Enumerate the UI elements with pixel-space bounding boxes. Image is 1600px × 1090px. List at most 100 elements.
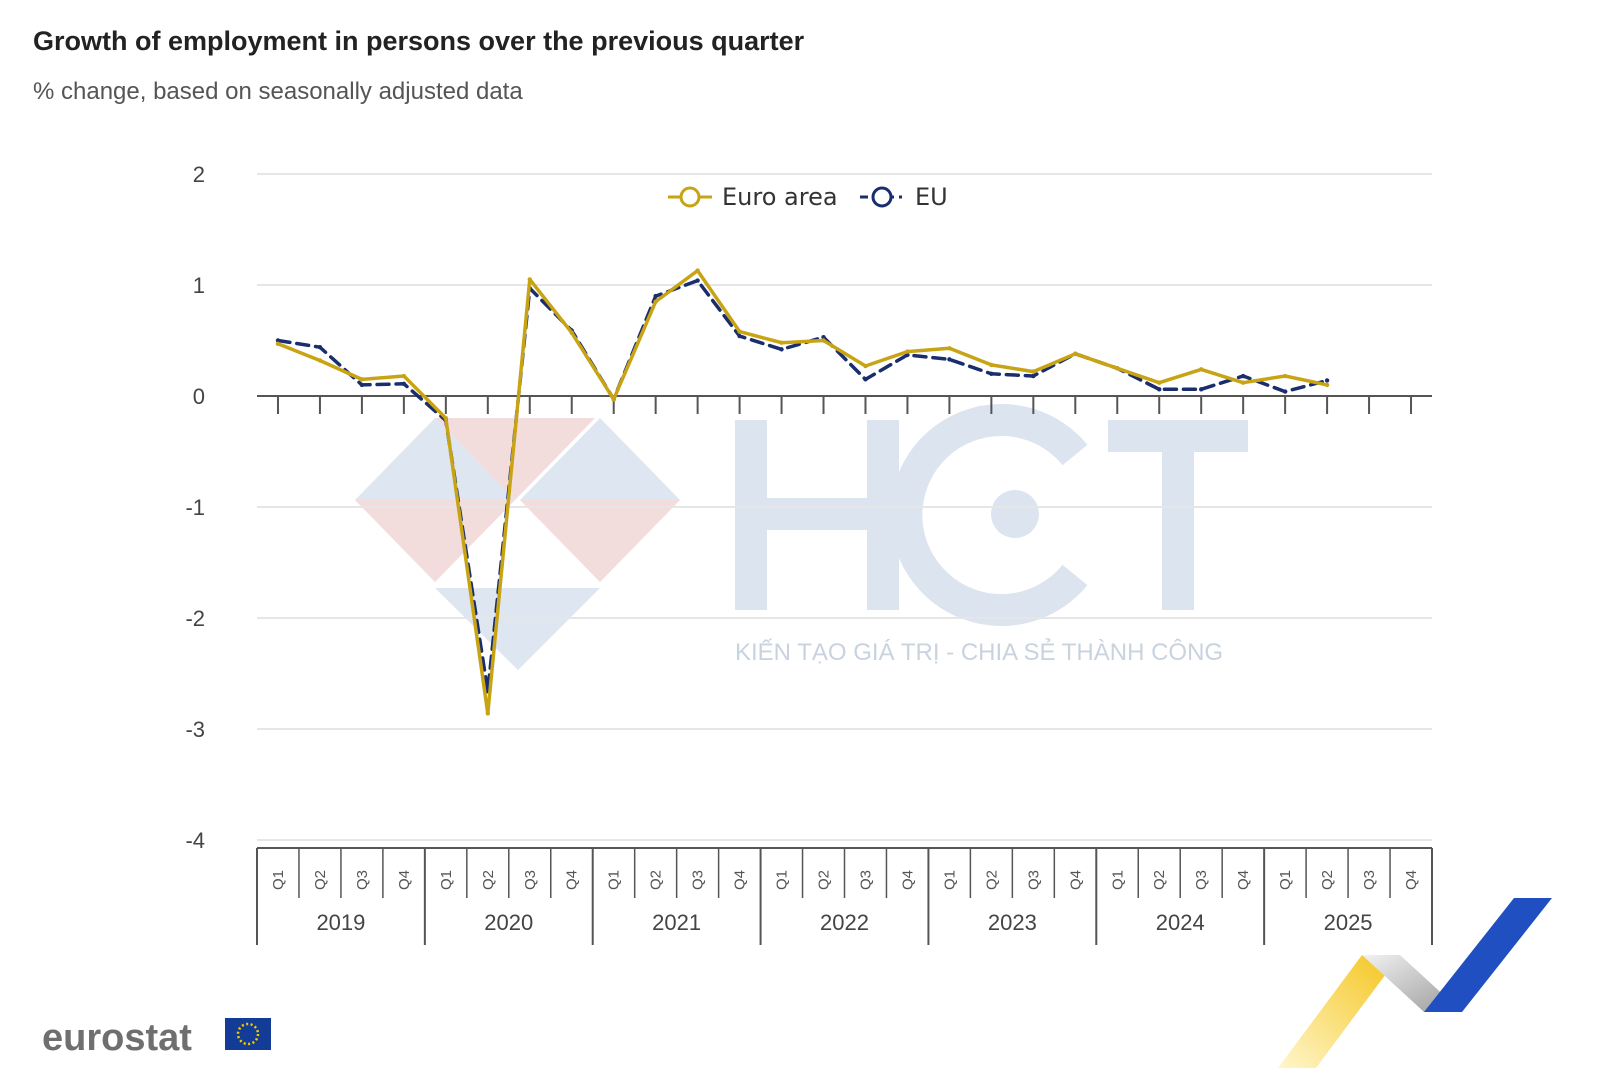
y-tick-label: 1	[193, 273, 205, 298]
quarter-label: Q3	[857, 870, 874, 890]
data-point-eu	[947, 357, 952, 362]
legend-item-euro-area[interactable]: Euro area	[668, 183, 838, 211]
data-point-euro-area	[989, 362, 994, 368]
quarter-label: Q3	[690, 870, 707, 890]
data-point-euro-area	[947, 346, 952, 351]
legend-marker-euro-area-icon	[679, 186, 701, 208]
quarter-label: Q2	[983, 870, 1000, 890]
quarter-label: Q2	[1319, 870, 1336, 890]
data-point-euro-area	[695, 268, 700, 273]
legend-item-eu[interactable]: EU	[860, 183, 948, 211]
data-point-eu	[989, 371, 994, 376]
y-tick-label: -3	[185, 717, 205, 742]
data-point-eu	[1031, 373, 1036, 379]
y-tick-label: 0	[193, 384, 205, 409]
data-point-eu	[401, 381, 407, 386]
quarter-label: Q1	[606, 870, 623, 890]
data-point-euro-area	[653, 299, 658, 304]
year-label: 2022	[820, 910, 869, 935]
eurostat-logo-text: eurostat	[42, 1017, 192, 1059]
data-point-eu	[1240, 373, 1246, 379]
quarter-label: Q2	[1151, 870, 1168, 890]
quarter-label: Q4	[564, 870, 581, 890]
quarter-label: Q2	[312, 870, 329, 890]
data-point-eu	[275, 338, 281, 343]
quarter-label: Q4	[732, 870, 749, 890]
quarter-label: Q3	[1193, 870, 1210, 890]
data-point-eu	[737, 333, 742, 339]
data-point-euro-area	[1073, 351, 1078, 357]
quarter-label: Q2	[648, 870, 665, 890]
watermark-diamond-icon	[355, 418, 680, 670]
year-label: 2019	[316, 910, 365, 935]
data-point-euro-area	[1115, 366, 1120, 371]
quarter-label: Q4	[1067, 870, 1084, 890]
quarter-label: Q1	[941, 870, 958, 890]
gridlines	[257, 173, 1432, 841]
data-point-eu	[905, 352, 910, 358]
series-layer	[275, 268, 1330, 716]
quarter-label: Q4	[1403, 870, 1420, 890]
quarter-label: Q4	[396, 870, 413, 890]
year-label: 2024	[1156, 910, 1205, 935]
data-point-euro-area	[275, 341, 281, 347]
decorative-ribbon-icon	[1278, 898, 1552, 1068]
data-point-euro-area	[905, 349, 910, 354]
year-label: 2020	[484, 910, 533, 935]
data-point-euro-area	[443, 416, 449, 421]
data-point-euro-area	[359, 377, 365, 382]
series-line-euro-area	[276, 268, 1329, 716]
legend-label-euro-area: Euro area	[722, 183, 838, 211]
year-label: 2023	[988, 910, 1037, 935]
chart-title: Growth of employment in persons over the…	[33, 26, 805, 56]
quarter-label: Q1	[438, 870, 455, 890]
quarter-label: Q3	[1361, 870, 1378, 890]
watermark-text: KIẾN TẠO GIÁ TRỊ - CHIA SẺ THÀNH CÔNG	[735, 637, 1223, 666]
quarter-label: Q3	[354, 870, 371, 890]
data-point-eu	[821, 334, 826, 340]
year-label: 2025	[1324, 910, 1373, 935]
data-point-euro-area	[779, 340, 784, 345]
data-point-euro-area	[737, 329, 742, 334]
data-point-euro-area	[821, 338, 826, 343]
data-point-euro-area	[1031, 369, 1036, 374]
quarter-label: Q1	[774, 870, 791, 890]
data-point-euro-area	[1240, 380, 1246, 385]
quarter-label: Q1	[1277, 870, 1294, 890]
data-point-euro-area	[1157, 380, 1162, 385]
data-point-euro-area	[611, 397, 616, 402]
data-point-eu	[1157, 387, 1162, 392]
y-tick-label: -4	[185, 828, 205, 853]
year-label: 2021	[652, 910, 701, 935]
y-axis: 2 1 0 -1 -2 -3 -4	[185, 162, 205, 853]
data-point-eu	[1282, 389, 1288, 394]
data-point-eu	[653, 293, 658, 299]
legend-marker-eu-icon	[871, 186, 893, 208]
watermark: KIẾN TẠO GIÁ TRỊ - CHIA SẺ THÀNH CÔNG	[355, 404, 1248, 670]
x-axis: Q1 Q2 Q3 Q4 Q1 Q2 Q3 Q4 Q1 Q2 Q3 Q4 Q1 Q2 Q3 Q4 Q1 Q2 Q3 Q4…	[256, 395, 1433, 945]
watermark-hct-letters	[735, 404, 1248, 626]
data-point-eu	[863, 377, 868, 382]
quarter-label: Q3	[1025, 870, 1042, 890]
data-point-eu	[695, 278, 700, 283]
eurostat-logo: eurostat	[42, 1017, 271, 1059]
y-tick-label: -1	[185, 495, 205, 520]
data-point-euro-area	[1198, 367, 1204, 372]
data-point-euro-area	[1324, 382, 1330, 388]
data-point-eu	[1198, 387, 1204, 392]
quarter-label: Q1	[270, 870, 287, 890]
legend-label-eu: EU	[915, 183, 948, 211]
data-point-euro-area	[863, 363, 868, 369]
data-point-eu	[317, 344, 323, 350]
data-point-eu	[1324, 378, 1330, 383]
quarter-label: Q1	[1109, 870, 1126, 890]
data-point-euro-area	[1282, 373, 1288, 379]
legend: Euro area EU	[668, 183, 948, 211]
data-point-eu	[359, 382, 365, 388]
y-tick-label: 2	[193, 162, 205, 187]
chart-subtitle: % change, based on seasonally adjusted d…	[33, 78, 523, 105]
quarter-label: Q2	[480, 870, 497, 890]
data-point-eu	[779, 347, 784, 352]
data-point-euro-area	[527, 277, 532, 282]
